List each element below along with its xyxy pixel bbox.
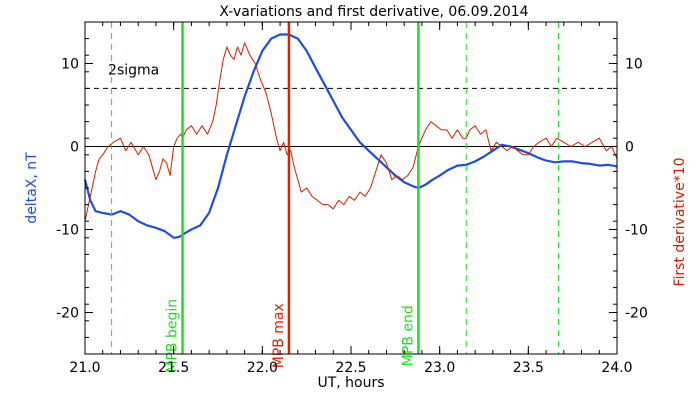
mpb-max-label: MPB max (271, 303, 287, 368)
y-tick-label-left: -10 (56, 223, 79, 239)
x-tick-label: 21.0 (69, 360, 100, 376)
x-tick-label: 22.5 (335, 360, 366, 376)
x-tick-label: 21.5 (158, 360, 189, 376)
y-axis-right: 10 0 -10 -20 (609, 21, 648, 355)
x-tick-label: 23.0 (424, 360, 455, 376)
y-tick-label-right: -10 (625, 223, 648, 239)
mpb-end-label: MPB end (400, 305, 416, 366)
chart-title: X-variations and first derivative, 06.09… (219, 4, 528, 20)
deltaX-series-line (83, 33, 618, 239)
y-tick-label-right: -20 (625, 306, 648, 322)
y-tick-label-right: 10 (625, 57, 643, 73)
derivative-series-line (84, 42, 618, 222)
y-axis-label-right: First derivative*10 (672, 157, 688, 286)
series-layer (83, 33, 618, 239)
y-tick-label-left: 10 (61, 57, 79, 73)
y-axis-left: 10 0 -10 -20 (56, 21, 93, 355)
vertical-markers: MPB begin MPB max MPB end (111, 22, 559, 373)
y-tick-label-left: -20 (56, 306, 79, 322)
x-tick-label: 24.0 (601, 360, 632, 376)
x-tick-label: 22.0 (247, 360, 278, 376)
y-axis-label-left: deltaX, nT (24, 152, 40, 224)
x-axis: 21.0 21.5 22.0 22.5 23.0 23.5 24.0 (69, 22, 633, 376)
x-axis-label: UT, hours (317, 375, 384, 391)
x-tick-label: 23.5 (513, 360, 544, 376)
two_sigma-label: 2sigma (108, 62, 159, 78)
y-tick-label-right: 0 (625, 140, 634, 156)
y-tick-label-left: 0 (70, 140, 79, 156)
reference-lines: 2sigma (85, 62, 617, 147)
